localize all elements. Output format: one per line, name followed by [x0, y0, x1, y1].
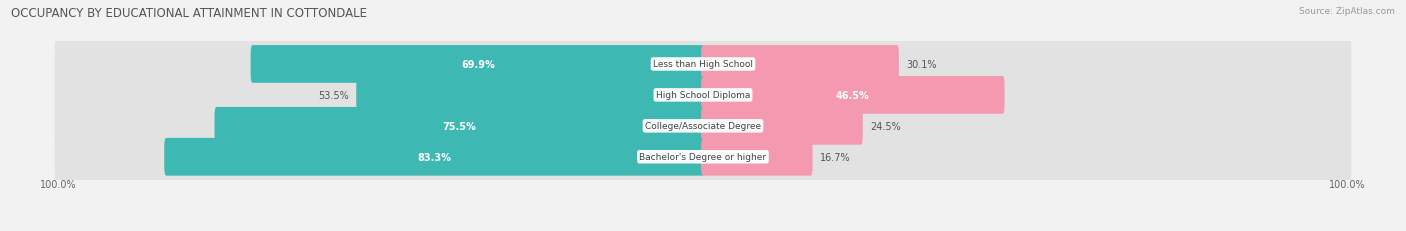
- FancyBboxPatch shape: [702, 77, 1004, 114]
- FancyBboxPatch shape: [215, 107, 704, 145]
- Text: 16.7%: 16.7%: [820, 152, 851, 162]
- FancyBboxPatch shape: [55, 96, 1351, 157]
- FancyBboxPatch shape: [356, 77, 704, 114]
- Text: 100.0%: 100.0%: [41, 179, 77, 189]
- Text: 83.3%: 83.3%: [418, 152, 451, 162]
- FancyBboxPatch shape: [165, 138, 704, 176]
- Text: Bachelor's Degree or higher: Bachelor's Degree or higher: [640, 153, 766, 161]
- FancyBboxPatch shape: [55, 127, 1351, 188]
- Text: 53.5%: 53.5%: [318, 91, 349, 100]
- Text: 30.1%: 30.1%: [907, 60, 938, 70]
- Text: OCCUPANCY BY EDUCATIONAL ATTAINMENT IN COTTONDALE: OCCUPANCY BY EDUCATIONAL ATTAINMENT IN C…: [11, 7, 367, 20]
- Text: College/Associate Degree: College/Associate Degree: [645, 122, 761, 131]
- FancyBboxPatch shape: [250, 46, 704, 83]
- Text: 100.0%: 100.0%: [1329, 179, 1365, 189]
- Text: 69.9%: 69.9%: [461, 60, 495, 70]
- FancyBboxPatch shape: [702, 138, 813, 176]
- FancyBboxPatch shape: [55, 34, 1351, 95]
- Text: Source: ZipAtlas.com: Source: ZipAtlas.com: [1299, 7, 1395, 16]
- Text: 24.5%: 24.5%: [870, 121, 901, 131]
- Text: 46.5%: 46.5%: [837, 91, 870, 100]
- FancyBboxPatch shape: [55, 65, 1351, 126]
- FancyBboxPatch shape: [702, 46, 898, 83]
- Text: 75.5%: 75.5%: [443, 121, 477, 131]
- FancyBboxPatch shape: [702, 107, 863, 145]
- Text: High School Diploma: High School Diploma: [655, 91, 751, 100]
- Text: Less than High School: Less than High School: [652, 60, 754, 69]
